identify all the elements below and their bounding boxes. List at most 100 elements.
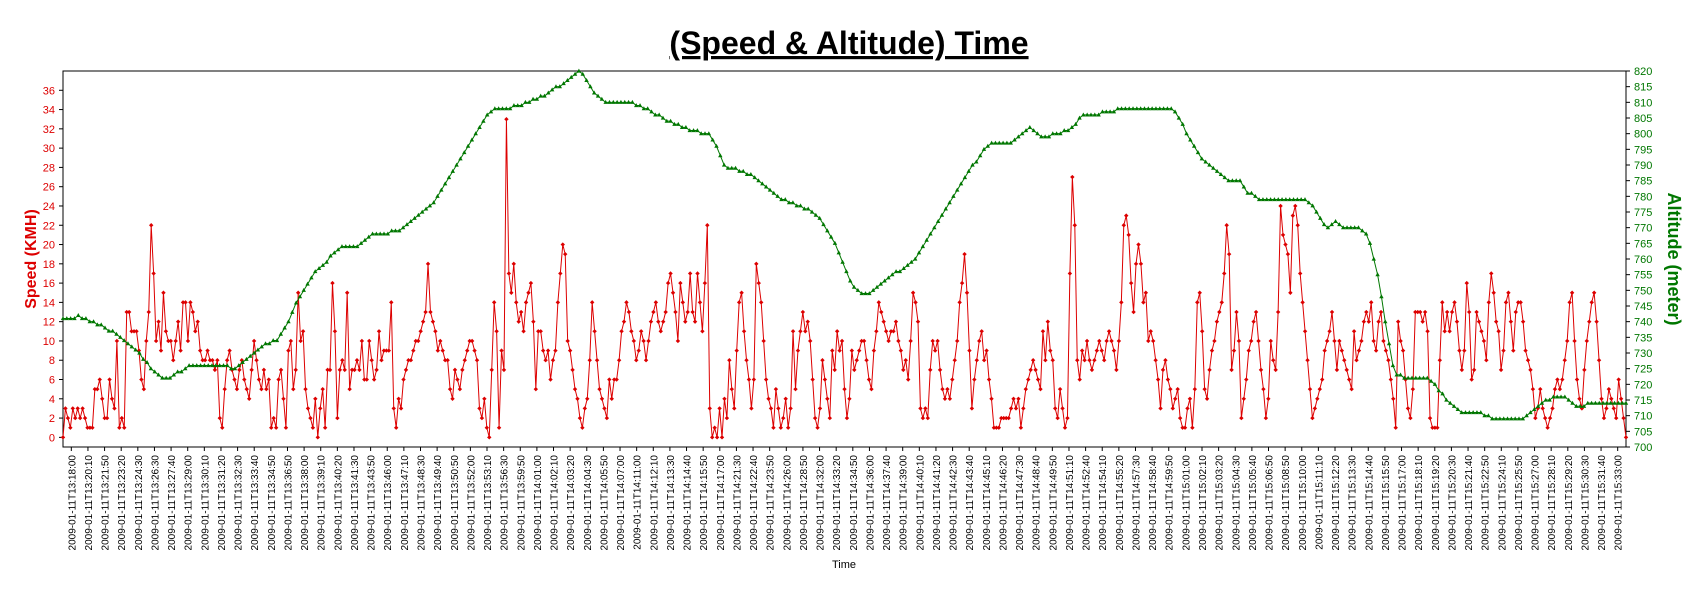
speed-point xyxy=(112,406,117,411)
speed-point xyxy=(401,377,406,382)
speed-point xyxy=(264,386,269,392)
altitude-point xyxy=(1276,197,1281,202)
speed-point xyxy=(423,309,428,315)
speed-point xyxy=(276,377,281,382)
speed-point xyxy=(1371,338,1376,344)
speed-point xyxy=(70,406,75,411)
x-tick-label: 2009-01-11T15:33:00 xyxy=(1614,455,1625,551)
speed-point xyxy=(286,348,291,353)
altitude-point xyxy=(1054,131,1059,136)
speed-point xyxy=(215,358,220,363)
altitude-point xyxy=(809,209,815,214)
speed-point xyxy=(773,386,779,392)
x-tick-label: 2009-01-11T14:37:40 xyxy=(882,455,893,551)
altitude-point xyxy=(817,215,822,220)
speed-point xyxy=(144,338,149,344)
speed-point xyxy=(918,406,923,411)
altitude-point xyxy=(1616,400,1621,405)
x-tick-label: 2009-01-11T13:33:40 xyxy=(250,455,261,551)
altitude-point xyxy=(377,231,383,236)
altitude-point xyxy=(1344,225,1350,230)
speed-point xyxy=(237,367,242,373)
altitude-point xyxy=(446,175,452,180)
speed-point xyxy=(1310,415,1315,421)
altitude-point xyxy=(695,128,700,133)
x-tick-label: 2009-01-11T13:20:10 xyxy=(84,455,95,551)
speed-point xyxy=(1089,367,1095,373)
speed-point xyxy=(68,425,73,430)
speed-point xyxy=(283,425,289,430)
speed-point xyxy=(702,280,708,286)
altitude-point xyxy=(718,153,723,158)
altitude-point xyxy=(1176,115,1182,120)
speed-point xyxy=(560,242,565,247)
altitude-point xyxy=(477,125,482,129)
speed-point xyxy=(658,329,663,334)
altitude-point xyxy=(748,172,754,176)
x-tick-label: 2009-01-11T15:11:10 xyxy=(1314,455,1325,550)
speed-point xyxy=(1540,406,1545,411)
altitude-point xyxy=(454,162,459,167)
altitude-point xyxy=(259,344,264,349)
speed-point xyxy=(1236,338,1242,344)
altitude-point xyxy=(523,99,528,104)
speed-point xyxy=(979,329,984,334)
speed-point xyxy=(1400,348,1406,353)
x-tick-label: 2009-01-11T13:38:00 xyxy=(300,455,311,551)
speed-point xyxy=(352,367,357,373)
speed-point xyxy=(418,329,423,334)
speed-point xyxy=(1116,338,1122,344)
speed-point xyxy=(1542,415,1548,421)
altitude-point xyxy=(1497,416,1503,421)
speed-point xyxy=(646,338,651,344)
speed-point xyxy=(771,425,776,430)
altitude-point xyxy=(1448,400,1453,405)
altitude-point xyxy=(760,181,765,186)
altitude-point xyxy=(958,181,964,186)
speed-point xyxy=(217,415,222,421)
altitude-point xyxy=(481,118,486,123)
speed-point xyxy=(246,396,252,401)
altitude-point xyxy=(507,106,513,111)
speed-point xyxy=(1533,415,1538,421)
speed-point xyxy=(1361,319,1367,324)
speed-point xyxy=(1432,425,1438,430)
altitude-point xyxy=(882,278,887,283)
speed-point xyxy=(636,348,641,353)
speed-point xyxy=(1523,348,1528,353)
speed-point xyxy=(87,425,93,430)
speed-point xyxy=(555,300,561,305)
speed-point xyxy=(114,338,120,344)
altitude-point xyxy=(320,262,326,267)
speed-point xyxy=(222,386,227,392)
speed-point xyxy=(200,358,205,363)
altitude-point xyxy=(886,275,891,280)
speed-point xyxy=(1447,329,1452,334)
altitude-point xyxy=(1287,197,1292,202)
speed-point xyxy=(518,309,524,315)
speed-point xyxy=(195,319,200,324)
speed-point xyxy=(1148,329,1153,334)
altitude-point xyxy=(733,165,738,170)
altitude-point xyxy=(924,237,929,242)
speed-point xyxy=(406,358,411,363)
speed-point xyxy=(1506,290,1511,295)
altitude-point xyxy=(683,125,689,129)
speed-point xyxy=(1369,300,1374,305)
altitude-point xyxy=(737,168,742,173)
x-tick-label: 2009-01-11T15:06:50 xyxy=(1265,455,1276,551)
speed-point xyxy=(545,348,551,353)
altitude-point xyxy=(1184,131,1189,136)
x-tick-label: 2009-01-11T14:40:10 xyxy=(915,455,926,551)
left-tick-label: 32 xyxy=(43,124,55,136)
speed-point xyxy=(871,348,877,353)
speed-point xyxy=(1464,280,1469,286)
speed-point xyxy=(183,300,188,305)
altitude-point xyxy=(905,262,910,267)
speed-point xyxy=(1241,396,1247,401)
altitude-point xyxy=(1180,121,1185,126)
altitude-point xyxy=(1325,225,1331,230)
speed-point xyxy=(1471,367,1477,373)
altitude-point xyxy=(943,206,948,211)
altitude-point xyxy=(729,165,734,170)
